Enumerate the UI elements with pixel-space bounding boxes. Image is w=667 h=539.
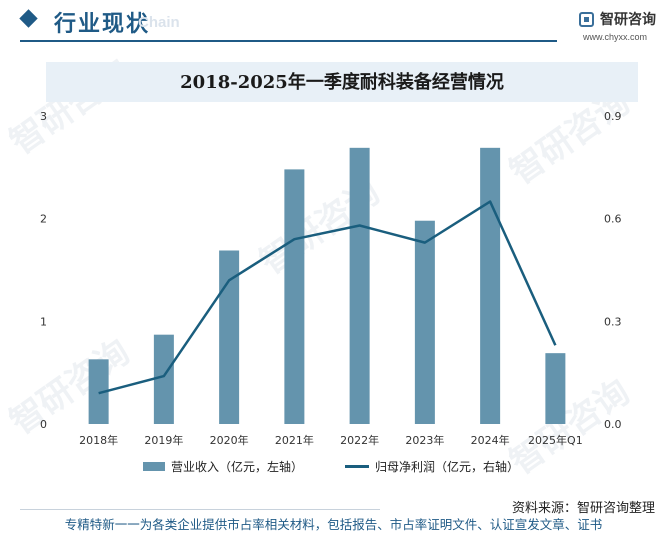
- y-right-tick-label: 0.6: [604, 213, 622, 226]
- legend-swatch-bar: [143, 462, 165, 471]
- legend-item-profit: 归母净利润（亿元，右轴）: [345, 458, 519, 475]
- y-left-tick-label: 1: [40, 315, 47, 328]
- header: 行业现状 Chain 智研咨询 www.chyxx.com: [0, 0, 667, 44]
- x-tick-label: 2021年: [275, 433, 314, 447]
- section-title: 行业现状: [54, 12, 151, 37]
- bar-2018年: [88, 359, 109, 424]
- y-left-tick-label: 0: [40, 418, 47, 431]
- legend: 营业收入（亿元，左轴） 归母净利润（亿元，右轴）: [0, 458, 667, 478]
- y-left-tick-label: 3: [40, 110, 47, 123]
- source-note: 资料来源：智研咨询整理: [511, 501, 655, 516]
- source-divider: [20, 509, 380, 510]
- legend-item-revenue: 营业收入（亿元，左轴）: [143, 458, 303, 475]
- footer-text: 专精特新一一为各类企业提供市占率相关材料，包括报告、市占率证明文件、认证宣发文章…: [64, 517, 603, 532]
- x-tick-label: 2024年: [471, 433, 510, 447]
- y-right-tick-label: 0.9: [604, 110, 622, 123]
- y-left-tick-label: 2: [40, 213, 47, 226]
- x-tick-label: 2022年: [340, 433, 379, 447]
- x-tick-label: 2018年: [79, 433, 118, 447]
- x-tick-label: 2023年: [405, 433, 444, 447]
- y-right-tick-label: 0.0: [604, 418, 622, 431]
- legend-label-revenue: 营业收入（亿元，左轴）: [171, 460, 304, 474]
- chart-title: 2018-2025年一季度耐科装备经营情况: [180, 72, 504, 93]
- legend-swatch-line: [345, 465, 369, 468]
- header-divider: [20, 40, 557, 42]
- x-tick-label: 2020年: [210, 433, 249, 447]
- chart-title-panel: [46, 62, 638, 102]
- profit-line: [98, 200, 557, 395]
- legend-label-profit: 归母净利润（亿元，右轴）: [375, 460, 520, 474]
- bar-2021年: [284, 169, 305, 424]
- y-right-tick-label: 0.3: [604, 315, 622, 328]
- x-tick-label: 2025年Q1: [528, 433, 583, 447]
- brand-url: www.chyxx.com: [583, 32, 648, 42]
- x-tick-label: 2019年: [144, 433, 183, 447]
- brand-name: 智研咨询: [600, 12, 656, 28]
- bar-2020年: [219, 250, 240, 424]
- section-watermark: Chain: [138, 14, 180, 31]
- bar-2022年: [349, 147, 370, 424]
- bar-2024年: [480, 147, 501, 424]
- brand-logo-icon: [579, 12, 594, 27]
- bar-2023年: [414, 220, 435, 424]
- bar-2019年: [153, 334, 174, 424]
- bar-2025年Q1: [545, 353, 566, 424]
